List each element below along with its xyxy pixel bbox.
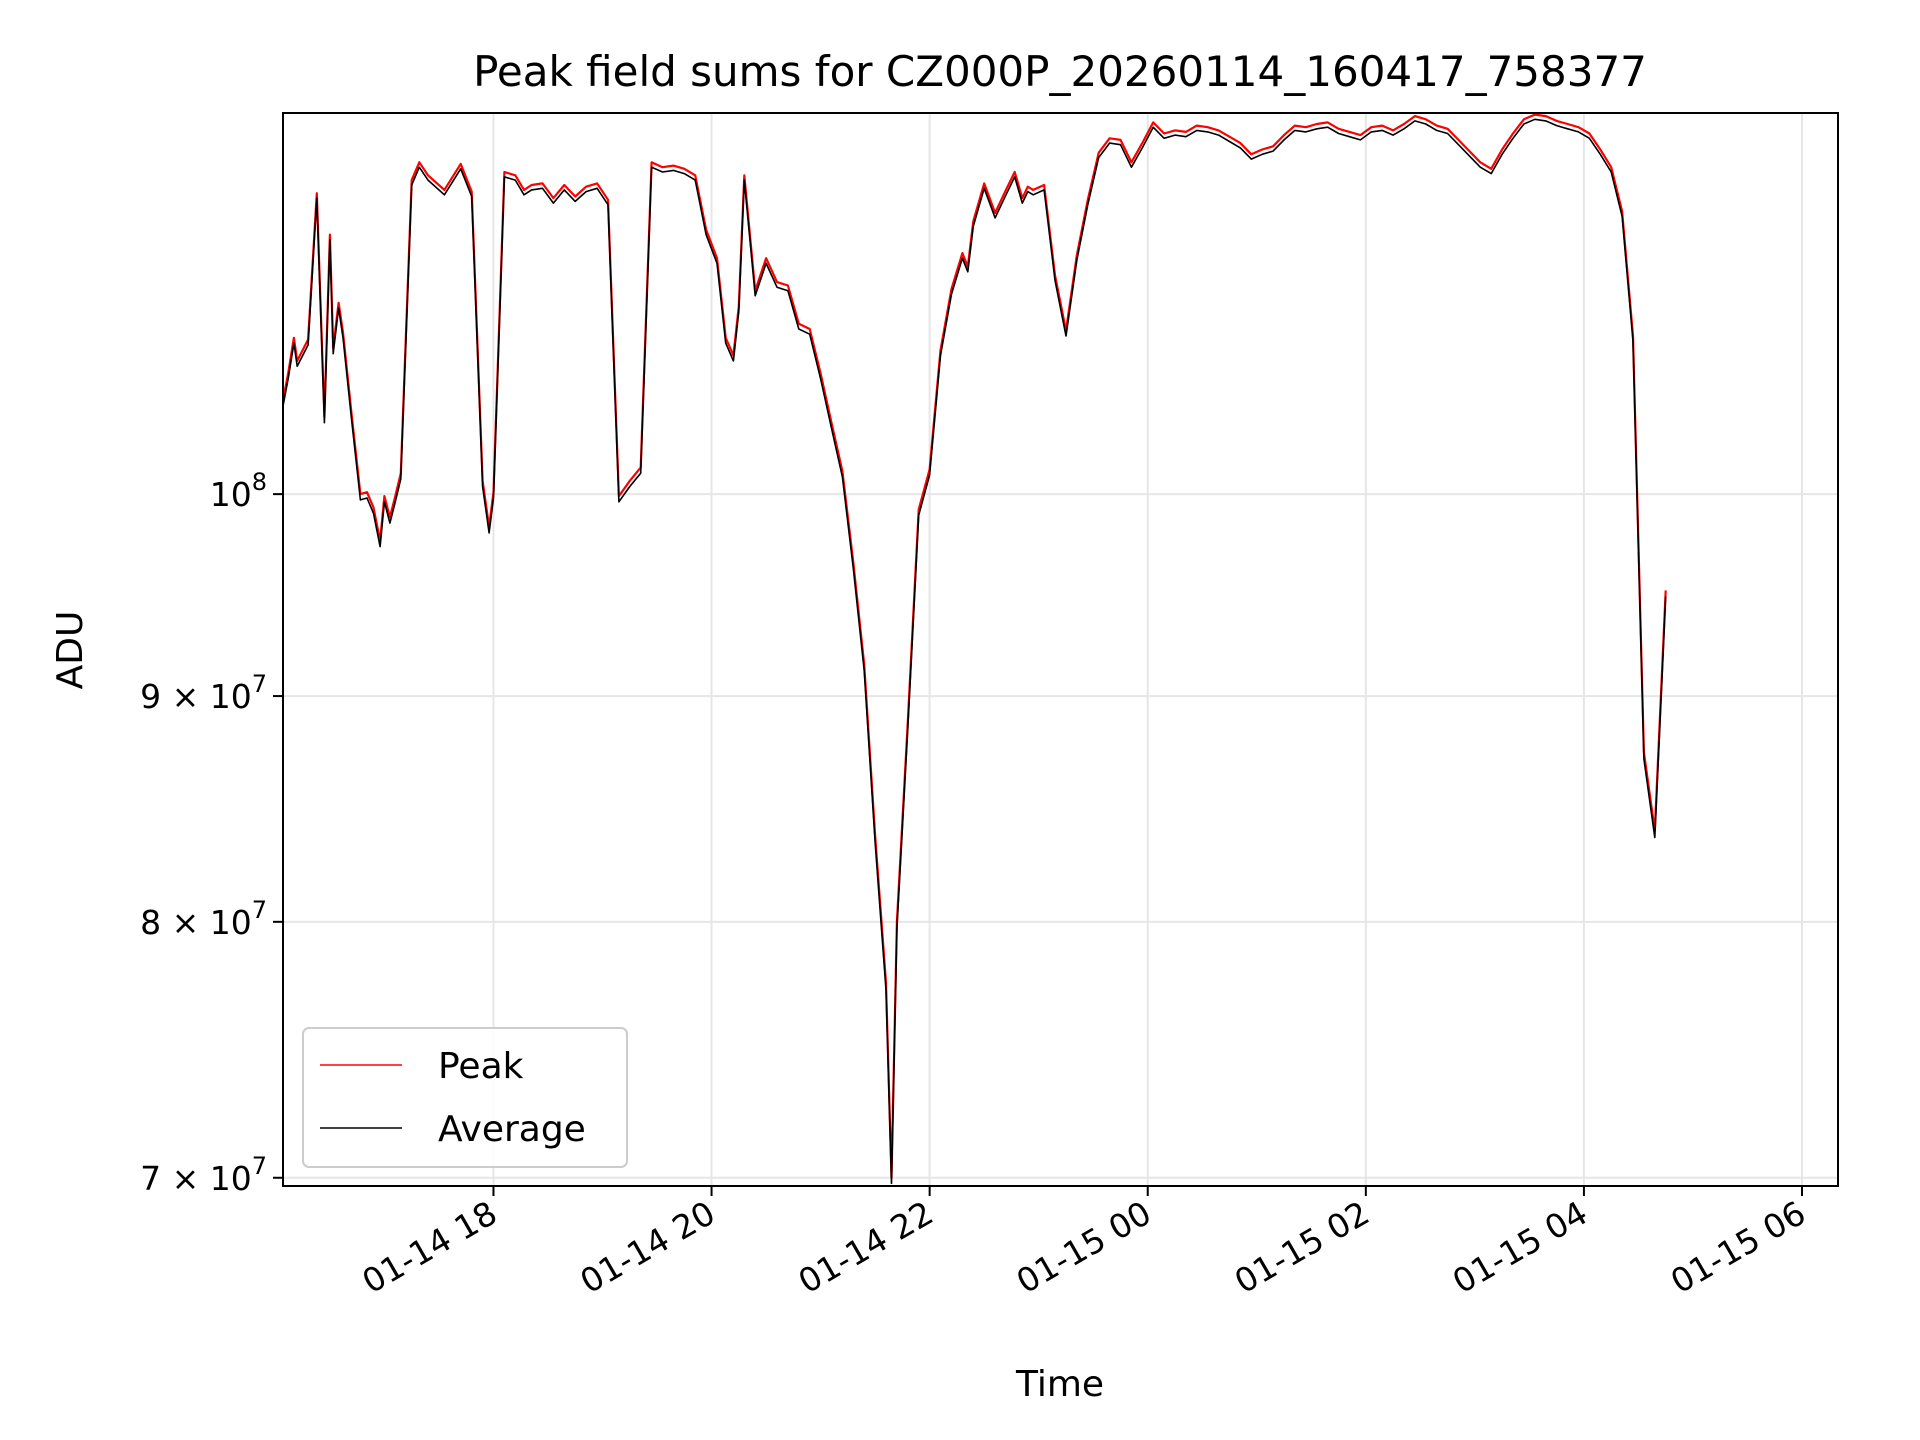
- y-tick-exponent: 7: [252, 670, 267, 698]
- x-axis-label: Time: [1015, 1364, 1104, 1405]
- y-tick-label: 9 × 107: [140, 670, 267, 716]
- y-tick-label: 8 × 107: [140, 896, 267, 942]
- series-layer: [281, 113, 1667, 1185]
- series-peak-line: [281, 113, 1667, 1179]
- plot-area: [281, 112, 1839, 1187]
- legend: Peak Average: [302, 1027, 628, 1168]
- series-average-line: [282, 118, 1667, 1185]
- legend-peak-label: Peak: [438, 1046, 524, 1087]
- y-tick-base: 10: [210, 677, 252, 716]
- y-tick-base: 10: [210, 903, 252, 942]
- grid: [283, 113, 1838, 1186]
- y-tick-exponent: 7: [252, 896, 267, 924]
- legend-average-label: Average: [438, 1109, 586, 1150]
- plot-background: [283, 113, 1838, 1186]
- chart-title: Peak field sums for CZ000P_20260114_1604…: [473, 47, 1647, 96]
- y-tick-exponent: 7: [252, 1152, 267, 1180]
- y-tick-exponent: 8: [252, 468, 267, 496]
- y-tick-base: 10: [210, 1159, 252, 1198]
- y-tick-label: 7 × 107: [140, 1152, 267, 1198]
- legend-box: [302, 1027, 628, 1168]
- y-axis-label: ADU: [50, 611, 91, 690]
- y-tick-base: 10: [210, 475, 252, 514]
- y-tick-mantissa: 8 ×: [140, 903, 210, 942]
- plot-frame: [282, 112, 1839, 1187]
- y-tick-label: 108: [210, 468, 267, 514]
- y-tick-mantissa: 7 ×: [140, 1159, 210, 1198]
- y-tick-mantissa: 9 ×: [140, 677, 210, 716]
